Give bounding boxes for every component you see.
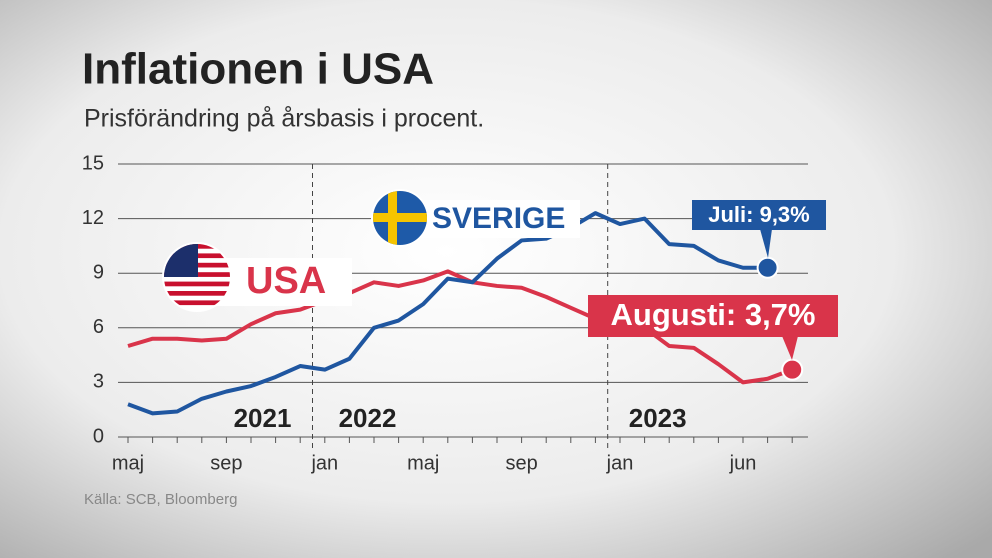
series-line xyxy=(127,269,793,385)
x-tick-label: jan xyxy=(310,452,338,474)
flag-sweden xyxy=(373,191,427,245)
year-label: 2023 xyxy=(629,403,687,433)
y-tick-label: 3 xyxy=(93,371,104,393)
legend-box xyxy=(418,200,580,238)
flag-stripe xyxy=(164,300,230,306)
chart-title: Inflationen i USA xyxy=(82,45,434,94)
end-label: Augusti: 3,7% xyxy=(611,297,816,332)
end-label-box xyxy=(588,295,838,337)
x-tick-label: maj xyxy=(112,452,144,474)
chart-subtitle: Prisförändring på årsbasis i procent. xyxy=(84,105,484,133)
end-point xyxy=(756,256,779,279)
legend-box xyxy=(212,258,352,306)
end-label-pointer xyxy=(760,229,772,258)
flag-cross xyxy=(388,191,397,245)
x-tick-label: jan xyxy=(606,452,634,474)
x-tick-label: sep xyxy=(505,452,537,474)
end-point xyxy=(781,358,804,381)
x-tick-label: maj xyxy=(407,452,439,474)
y-tick-label: 15 xyxy=(82,152,104,174)
x-tick-label: sep xyxy=(210,452,242,474)
flag-cross xyxy=(373,213,427,222)
legend-label: USA xyxy=(246,260,326,302)
end-label: Juli: 9,3% xyxy=(708,202,809,227)
end-label-box xyxy=(692,200,826,230)
end-label-pointer xyxy=(782,336,798,360)
y-tick-label: 9 xyxy=(93,261,104,283)
year-label: 2021 xyxy=(234,403,292,433)
year-label: 2022 xyxy=(339,403,397,433)
y-tick-label: 12 xyxy=(82,207,104,229)
source: Källa: SCB, Bloomberg xyxy=(84,491,237,508)
y-tick-label: 6 xyxy=(93,316,104,338)
series-line xyxy=(127,211,768,416)
flag-stripe xyxy=(164,291,230,296)
y-tick-label: 0 xyxy=(93,425,104,447)
legend-label: SVERIGE xyxy=(432,202,565,235)
x-tick-label: jun xyxy=(729,452,757,474)
flag-stripe xyxy=(164,281,230,287)
